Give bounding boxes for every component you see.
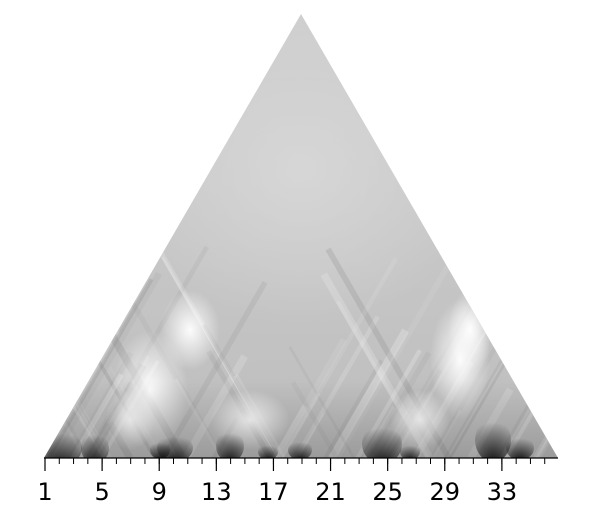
heatmap-stripe [535, 305, 558, 458]
x-tick-label: 5 [94, 478, 109, 506]
x-tick-label: 1 [37, 478, 52, 506]
x-tick-label: 29 [430, 478, 461, 506]
heatmap-area [44, 14, 558, 458]
heatmap-light-region [160, 290, 220, 370]
x-axis: 1 5 9 13 17 21 25 29 33 [37, 457, 558, 506]
x-tick-label: 21 [315, 478, 346, 506]
x-tick-label: 9 [152, 478, 167, 506]
heatmap-stripe [44, 354, 49, 458]
x-axis-minor-ticks [44, 458, 546, 464]
x-tick-label: 33 [487, 478, 518, 506]
x-tick-label: 13 [201, 478, 232, 506]
x-axis-tick-labels: 1 5 9 13 17 21 25 29 33 [37, 478, 517, 506]
x-tick-label: 17 [258, 478, 289, 506]
heatmap-light-region [448, 290, 492, 370]
x-tick-label: 25 [372, 478, 403, 506]
heatmap-stripe [535, 324, 558, 458]
x-axis-major-ticks [44, 458, 503, 471]
